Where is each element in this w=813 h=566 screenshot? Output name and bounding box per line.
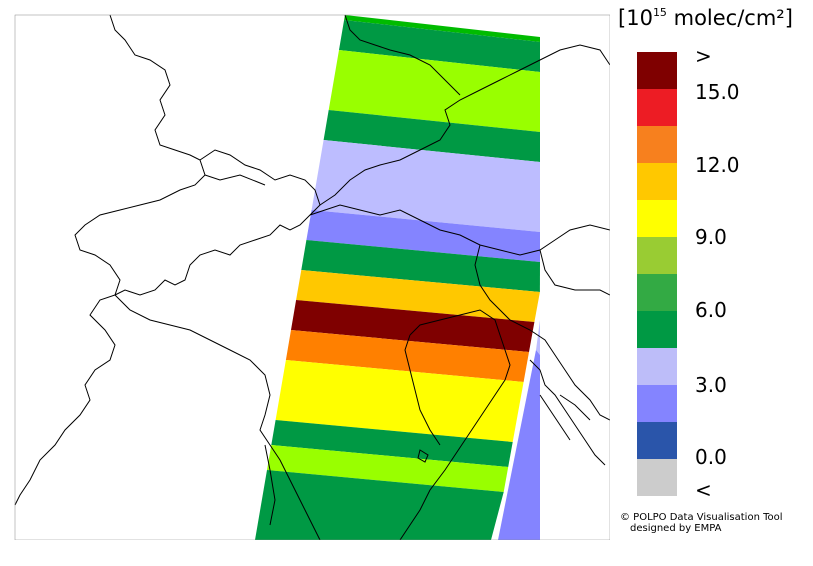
swath-band [301, 240, 540, 292]
swath-band [296, 270, 540, 322]
legend-swatch [637, 163, 677, 200]
legend-label-gt: > [695, 44, 712, 68]
legend-swatch [637, 459, 677, 496]
swath-band [275, 360, 524, 442]
legend-swatch [637, 126, 677, 163]
legend-swatch [637, 422, 677, 459]
legend-swatch [637, 52, 677, 89]
legend-swatch [637, 348, 677, 385]
credit-line-1: © POLPO Data Visualisation Tool [620, 512, 783, 523]
legend-label-3: 3.0 [695, 373, 727, 397]
legend-label-0: 0.0 [695, 445, 727, 469]
legend-unit-label: [1015 molec/cm²] [618, 6, 793, 30]
legend-swatch [637, 237, 677, 274]
legend-swatch [637, 311, 677, 348]
swath-band-east [498, 350, 540, 540]
legend-label-9: 9.0 [695, 225, 727, 249]
legend-label-15: 15.0 [695, 80, 740, 104]
swath-band [311, 140, 540, 232]
legend-swatch [637, 89, 677, 126]
credit-line-2: designed by EMPA [630, 523, 722, 534]
swath-band [323, 110, 540, 162]
swath-band [285, 330, 529, 382]
satellite-swath [255, 15, 540, 540]
swath-band [339, 20, 540, 72]
swath-band [271, 420, 513, 467]
legend-swatch [637, 200, 677, 237]
swath-band [291, 300, 535, 352]
country-borders [14, 14, 610, 540]
satellite-no2-map [14, 14, 610, 540]
swath-band [267, 445, 509, 492]
swath-band [328, 50, 540, 132]
swath-band [255, 470, 504, 540]
swath-band [344, 15, 540, 42]
legend-swatch [637, 385, 677, 422]
legend-label-6: 6.0 [695, 298, 727, 322]
map-frame [14, 14, 610, 540]
legend-swatch [637, 274, 677, 311]
legend-label-12: 12.0 [695, 153, 740, 177]
legend-label-lt: < [695, 478, 712, 502]
swath-band-east [536, 320, 540, 355]
swath-band [306, 210, 540, 262]
